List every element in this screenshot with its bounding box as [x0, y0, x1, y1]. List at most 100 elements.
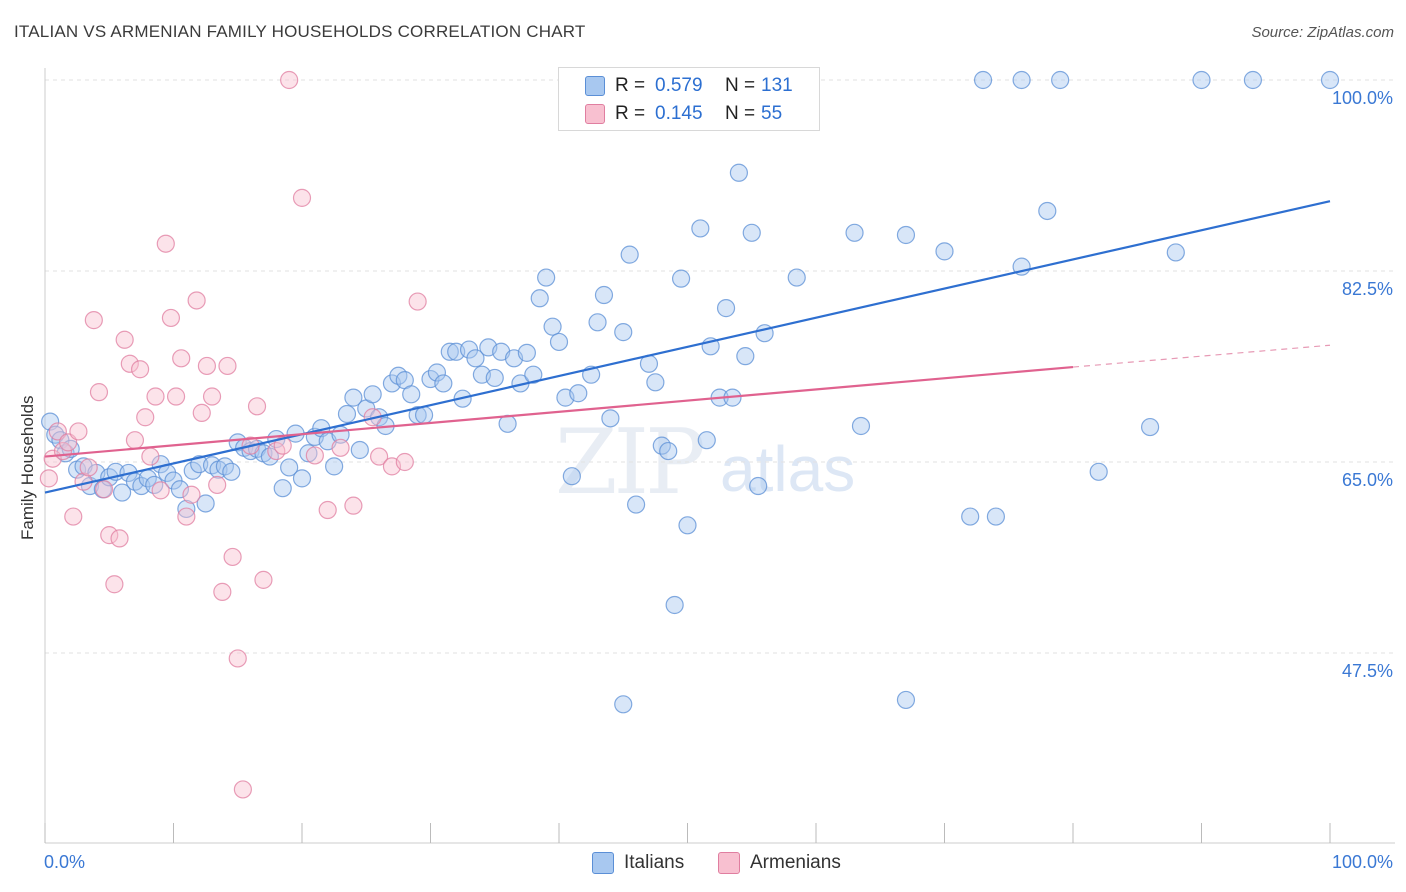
italian-point: [190, 455, 209, 474]
italian-point: [845, 223, 864, 242]
armenian-point: [64, 507, 83, 526]
italian-point: [601, 409, 620, 428]
italian-point: [935, 242, 954, 261]
italian-point: [337, 404, 357, 424]
legend-r-label: R =: [615, 103, 646, 124]
italian-point: [1140, 417, 1160, 437]
armenian-point: [136, 408, 155, 427]
italian-point: [132, 476, 151, 496]
armenian-point: [197, 356, 217, 376]
italian-point: [485, 368, 504, 388]
armenian-point: [141, 447, 160, 466]
italian-point: [517, 343, 536, 362]
armenian-point: [100, 526, 119, 545]
legend-n-label: N =: [725, 75, 756, 96]
italian-point: [434, 374, 453, 393]
italian-point: [626, 495, 646, 514]
italian-point: [614, 323, 633, 342]
italian-point: [292, 469, 312, 488]
italian-point: [594, 285, 614, 305]
armenian-point: [370, 447, 389, 466]
armenian-point: [84, 311, 103, 330]
bottom-legend-italians: Italians: [592, 852, 684, 874]
legend-n-value: 55: [761, 103, 783, 124]
italian-point: [620, 245, 639, 264]
italian-point: [646, 373, 665, 392]
armenian-point: [125, 431, 145, 450]
y-tick-label: 65.0%: [1342, 470, 1393, 490]
chart-title: ITALIAN VS ARMENIAN FAMILY HOUSEHOLDS CO…: [14, 22, 586, 41]
armenian-point: [177, 507, 196, 526]
armenian-point: [213, 582, 232, 601]
italian-point: [569, 384, 588, 403]
legend-r-label: R =: [615, 75, 646, 96]
bottom-legend-italians-label: Italians: [624, 852, 685, 873]
italian-point: [1051, 70, 1070, 90]
italian-point: [273, 479, 292, 498]
italian-point: [363, 385, 382, 404]
italian-point: [466, 349, 485, 368]
armenian-point: [280, 70, 299, 90]
italian-point: [697, 431, 716, 450]
bottom-swatch-italians: [592, 852, 614, 874]
italian-point: [524, 365, 543, 384]
italian-point: [716, 299, 736, 318]
armenian-point: [110, 529, 129, 548]
italian-point: [729, 163, 749, 182]
italian-point: [588, 313, 607, 332]
armenian-point: [79, 458, 98, 477]
legend-n-label: N =: [725, 103, 756, 124]
armenian-point: [192, 403, 211, 422]
italian-point: [665, 595, 684, 615]
armenian-point: [254, 570, 273, 589]
armenian-point: [187, 291, 206, 310]
legend-r-value: 0.145: [655, 103, 703, 124]
italian-point: [549, 332, 569, 352]
armenian-point: [166, 387, 186, 406]
bottom-legend-armenians-label: Armenians: [750, 852, 841, 873]
italian-point: [749, 476, 768, 496]
armenian-point: [39, 469, 58, 488]
armenian-point: [331, 438, 350, 457]
italian-point: [851, 416, 871, 436]
italian-point: [691, 219, 710, 238]
italian-point: [280, 458, 299, 477]
y-tick-label: 100.0%: [1332, 88, 1393, 108]
armenian-point: [208, 475, 227, 495]
italian-point: [112, 483, 132, 502]
italian-point: [402, 385, 421, 404]
italian-point: [440, 342, 459, 361]
italian-point: [671, 269, 691, 288]
armenian-point: [408, 292, 427, 311]
bottom-legend-armenians: Armenians: [718, 852, 841, 874]
armenian-point: [318, 500, 337, 520]
italian-point: [530, 289, 549, 308]
legend-n-value: 131: [761, 75, 793, 96]
armenian-point: [130, 360, 150, 379]
italian-point: [614, 695, 633, 714]
italian-point: [222, 462, 241, 481]
italian-point: [170, 480, 190, 499]
armenian-point: [172, 349, 191, 368]
italian-point: [678, 516, 697, 535]
legend-swatch-italians: [585, 76, 605, 96]
italian-point: [1166, 243, 1185, 262]
armenian-point: [115, 330, 134, 349]
italian-point: [742, 223, 761, 242]
italian-point: [344, 388, 363, 407]
armenian-point: [344, 496, 363, 515]
italian-point: [736, 347, 755, 366]
legend-row-armenians: R = 0.145 N = 55: [585, 100, 782, 128]
y-tick-label: 82.5%: [1342, 279, 1393, 299]
italian-point: [183, 461, 202, 480]
italian-point: [896, 225, 916, 245]
italian-point: [537, 268, 556, 287]
armenian-point: [182, 485, 201, 504]
y-tick-label: 47.5%: [1342, 661, 1393, 681]
armenian-trendline: [44, 365, 1074, 458]
italian-point: [973, 70, 993, 90]
italian-point: [325, 457, 344, 476]
chart-source: Source: ZipAtlas.com: [1251, 24, 1394, 41]
armenian-point: [95, 480, 114, 499]
